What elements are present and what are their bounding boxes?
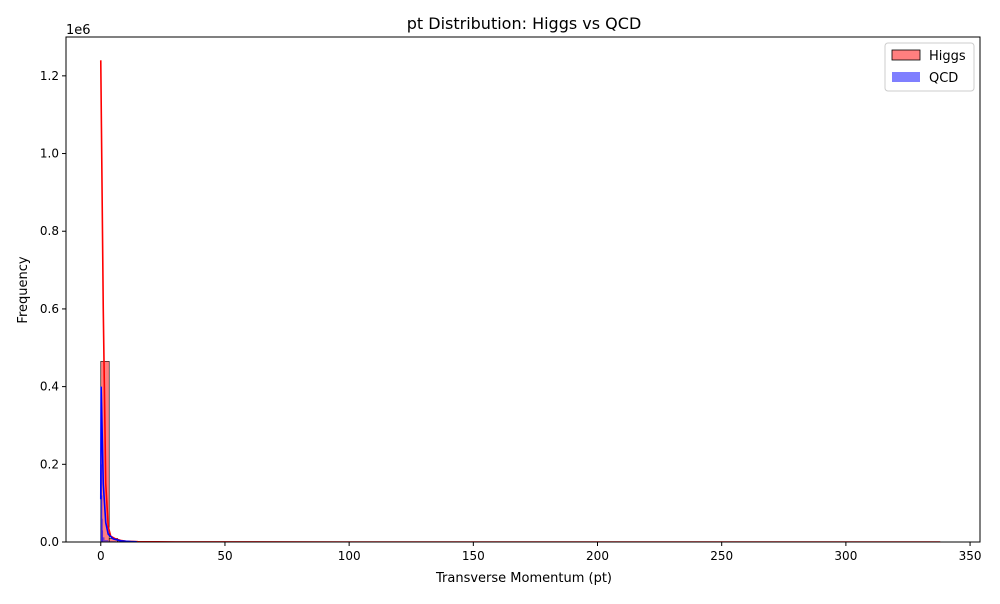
kde-line-higgs: [101, 60, 940, 542]
y-tick-label: 0.0: [40, 535, 59, 549]
legend-swatch-qcd: [892, 72, 920, 82]
x-tick-label: 200: [586, 549, 609, 563]
x-tick-label: 50: [217, 549, 232, 563]
y-axis-offset-label: 1e6: [66, 23, 91, 38]
x-tick-label: 350: [959, 549, 982, 563]
y-tick-label: 1.2: [40, 69, 59, 83]
legend-swatch-higgs: [892, 50, 920, 60]
legend-label-qcd: QCD: [929, 71, 958, 86]
plot-frame: [66, 37, 980, 542]
chart-title: pt Distribution: Higgs vs QCD: [407, 14, 642, 33]
y-axis-label: Frequency: [16, 256, 31, 323]
histogram-bars: [101, 361, 137, 542]
legend: Higgs QCD: [885, 43, 974, 91]
x-axis-label: Transverse Momentum (pt): [435, 571, 612, 586]
x-tick-label: 0: [97, 549, 105, 563]
y-tick-label: 0.2: [40, 457, 59, 471]
y-tick-label: 1.0: [40, 147, 59, 161]
y-tick-label: 0.4: [40, 380, 59, 394]
x-tick-label: 300: [834, 549, 857, 563]
y-tick-label: 0.8: [40, 224, 59, 238]
bar-qcd: [103, 537, 105, 542]
x-axis-ticks: 0 50 100 150 200 250 300 350: [97, 542, 982, 563]
y-tick-label: 0.6: [40, 302, 59, 316]
legend-label-higgs: Higgs: [929, 49, 966, 64]
y-axis-ticks: 0.0 0.2 0.4 0.6 0.8 1.0 1.2: [40, 69, 66, 549]
x-tick-label: 150: [462, 549, 485, 563]
x-tick-label: 250: [710, 549, 733, 563]
kde-lines: [101, 60, 940, 542]
x-tick-label: 100: [338, 549, 361, 563]
